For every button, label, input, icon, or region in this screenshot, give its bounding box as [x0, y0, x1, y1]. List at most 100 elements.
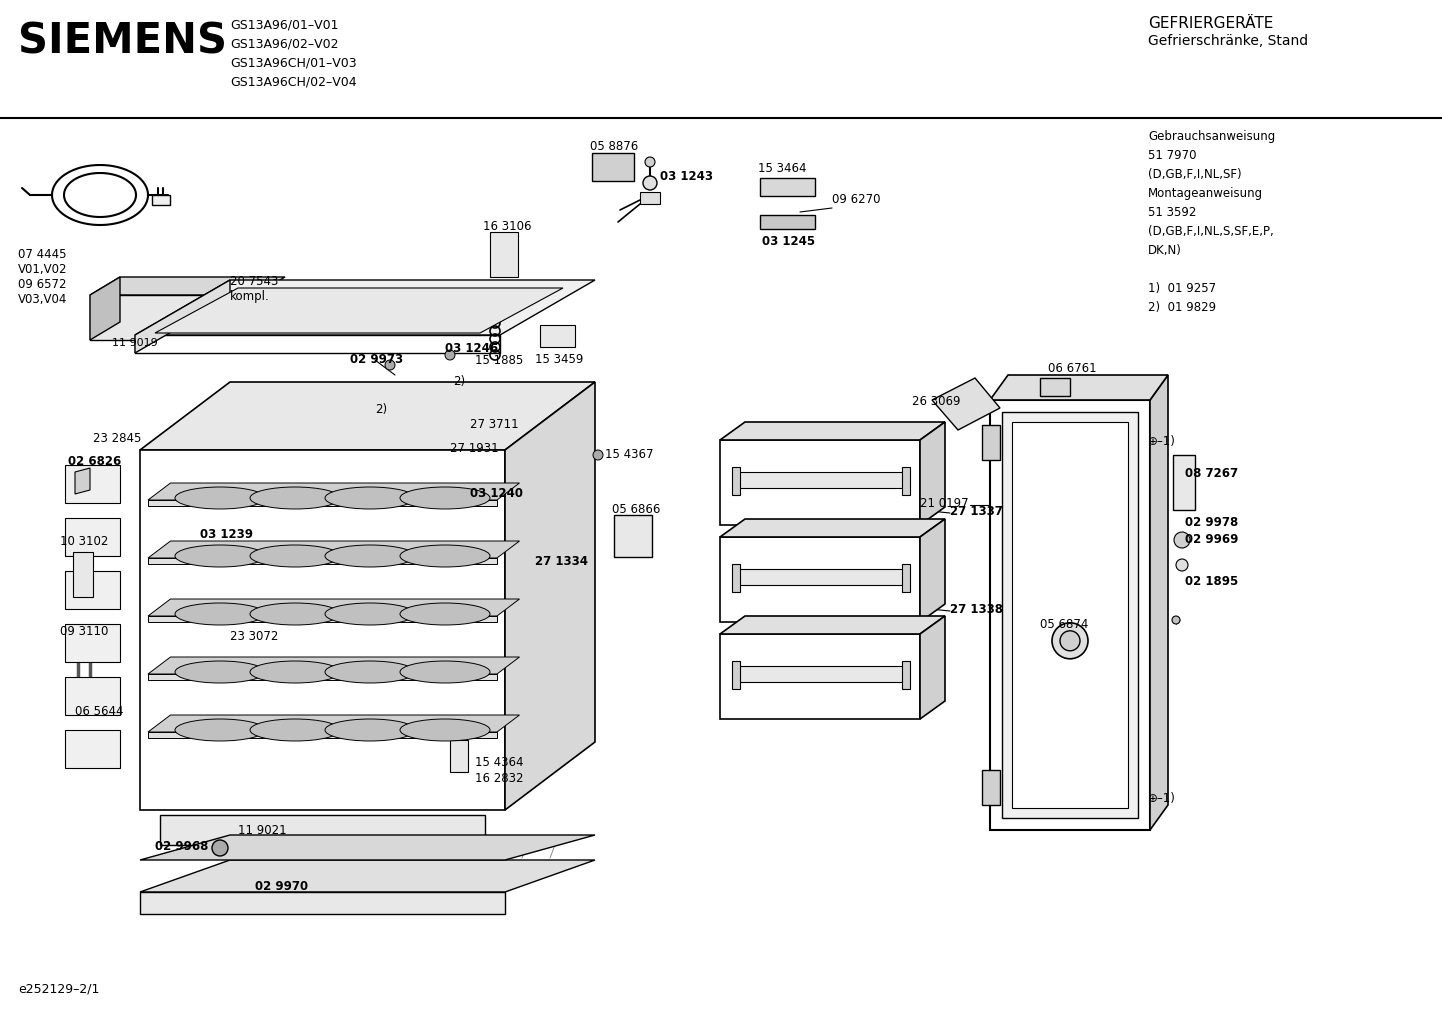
Text: 09 6572: 09 6572 [17, 278, 66, 291]
Text: 03 1246: 03 1246 [446, 342, 497, 355]
Text: 27 1931: 27 1931 [450, 442, 499, 455]
Bar [735, 472, 906, 488]
Bar [735, 666, 906, 683]
Text: GS13A96CH/01–V03: GS13A96CH/01–V03 [231, 56, 356, 69]
Bar [903, 661, 910, 689]
Ellipse shape [399, 603, 490, 625]
Text: GS13A96/02–V02: GS13A96/02–V02 [231, 37, 339, 50]
Bar [733, 467, 740, 495]
Bar [903, 565, 910, 592]
Bar [89, 294, 255, 340]
Bar [903, 467, 910, 495]
Ellipse shape [174, 719, 265, 741]
Text: 2): 2) [375, 403, 386, 416]
Text: 08 7267: 08 7267 [1185, 467, 1239, 480]
Text: 09 6270: 09 6270 [832, 193, 881, 206]
Bar [490, 232, 518, 277]
Text: 15 4364: 15 4364 [474, 756, 523, 769]
Bar [1002, 412, 1138, 818]
Polygon shape [89, 277, 120, 340]
Ellipse shape [249, 661, 340, 683]
Ellipse shape [249, 719, 340, 741]
Polygon shape [149, 558, 497, 564]
Text: 1)  01 9257: 1) 01 9257 [1148, 282, 1216, 294]
Bar [140, 892, 505, 914]
Text: 07 4445: 07 4445 [17, 248, 66, 261]
Polygon shape [149, 732, 497, 738]
Bar [160, 815, 485, 845]
Polygon shape [149, 541, 519, 558]
Polygon shape [991, 400, 1151, 830]
Text: GEFRIERGERÄTE: GEFRIERGERÄTE [1148, 16, 1273, 31]
Polygon shape [154, 288, 562, 333]
Text: 11 9021: 11 9021 [238, 824, 287, 837]
Text: 23 2845: 23 2845 [92, 432, 141, 445]
Polygon shape [720, 440, 920, 525]
Text: 03 1243: 03 1243 [660, 170, 712, 183]
Text: 09 3110: 09 3110 [61, 625, 108, 638]
Text: 27 1337: 27 1337 [950, 505, 1002, 518]
Polygon shape [149, 616, 497, 622]
Polygon shape [149, 715, 519, 732]
Text: 15 3464: 15 3464 [758, 162, 806, 175]
Polygon shape [1151, 375, 1168, 830]
Text: Montageanweisung: Montageanweisung [1148, 187, 1263, 200]
Ellipse shape [324, 487, 415, 510]
Circle shape [1060, 631, 1080, 651]
Text: 05 8876: 05 8876 [590, 140, 639, 153]
Text: ⊕–1): ⊕–1) [1148, 792, 1175, 805]
Bar [733, 565, 740, 592]
Text: 15 4367: 15 4367 [606, 448, 653, 461]
Bar [1040, 378, 1070, 396]
Text: Gebrauchsanweisung: Gebrauchsanweisung [1148, 130, 1275, 143]
Bar [65, 571, 120, 609]
Text: 27 1338: 27 1338 [950, 603, 1004, 616]
Circle shape [643, 176, 658, 190]
Bar [982, 425, 999, 460]
Text: 02 9973: 02 9973 [350, 353, 404, 366]
Text: 51 7970: 51 7970 [1148, 149, 1197, 162]
Text: 02 9970: 02 9970 [255, 880, 309, 893]
Circle shape [645, 157, 655, 167]
Text: 27 1334: 27 1334 [535, 555, 588, 568]
Text: ⊕–1): ⊕–1) [1148, 435, 1175, 448]
Text: 02 9969: 02 9969 [1185, 533, 1239, 546]
Polygon shape [149, 483, 519, 500]
Bar [65, 624, 120, 662]
Ellipse shape [174, 487, 265, 510]
Text: 26 3069: 26 3069 [911, 395, 960, 408]
Polygon shape [720, 634, 920, 719]
Polygon shape [140, 382, 596, 450]
Bar [151, 195, 170, 205]
Text: 03 1240: 03 1240 [470, 487, 523, 500]
Text: 23 3072: 23 3072 [231, 630, 278, 643]
Text: V01,V02: V01,V02 [17, 263, 68, 276]
Polygon shape [920, 422, 945, 525]
Text: V03,V04: V03,V04 [17, 293, 68, 306]
Bar [450, 740, 469, 772]
Polygon shape [149, 674, 497, 680]
Text: (D,GB,F,I,NL,S,SF,E,P,: (D,GB,F,I,NL,S,SF,E,P, [1148, 225, 1273, 238]
Text: SIEMENS: SIEMENS [17, 20, 226, 62]
Ellipse shape [249, 603, 340, 625]
Text: 02 1895: 02 1895 [1185, 575, 1239, 588]
Text: 03 1239: 03 1239 [200, 528, 252, 541]
Text: 21 0197: 21 0197 [920, 497, 969, 510]
Polygon shape [932, 378, 999, 430]
Polygon shape [149, 657, 519, 674]
Bar [65, 465, 120, 503]
Circle shape [212, 840, 228, 856]
Text: e252129–2/1: e252129–2/1 [17, 982, 99, 995]
Text: 06 6761: 06 6761 [1048, 362, 1096, 375]
Circle shape [1174, 532, 1190, 548]
Ellipse shape [324, 545, 415, 567]
Text: 02 9978: 02 9978 [1185, 516, 1239, 529]
Text: 06 5644: 06 5644 [75, 705, 124, 718]
Polygon shape [991, 375, 1168, 400]
Polygon shape [149, 599, 519, 616]
Bar [733, 661, 740, 689]
Bar [640, 192, 660, 204]
Circle shape [1172, 616, 1180, 624]
Text: GS13A96CH/02–V04: GS13A96CH/02–V04 [231, 75, 356, 88]
Ellipse shape [399, 545, 490, 567]
